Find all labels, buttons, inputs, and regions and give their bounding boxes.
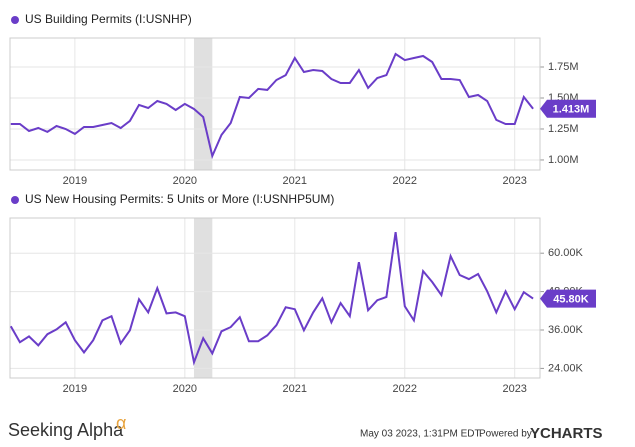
legend-label: US Building Permits (I:USNHP) [25, 12, 192, 26]
x-tick-label: 2021 [283, 383, 307, 395]
provider: YCHARTS [530, 425, 603, 442]
end-label: 1.413M [553, 104, 590, 116]
x-tick-label: 2023 [502, 383, 526, 395]
x-tick-label: 2023 [502, 175, 526, 187]
y-tick-label: 36.00K [548, 324, 584, 336]
plot-frame [9, 217, 541, 379]
legend-marker [11, 16, 19, 24]
powered-by: Powered by [479, 429, 532, 440]
recession-band [193, 218, 213, 378]
brand-mark: α [116, 413, 126, 433]
end-label-box [540, 99, 596, 118]
y-tick-label: 60.00K [548, 247, 584, 259]
recession-band [193, 38, 213, 170]
end-label: 45.80K [553, 294, 589, 306]
line [10, 52, 534, 160]
x-tick-label: 2021 [283, 175, 307, 187]
line [9, 231, 534, 366]
timestamp: May 03 2023, 1:31PM EDT. [360, 429, 482, 440]
brand: Seeking Alpha [8, 420, 124, 440]
x-tick-label: 2020 [173, 383, 197, 395]
end-label-box [540, 289, 596, 308]
plot-frame [9, 37, 541, 171]
x-tick-label: 2020 [173, 175, 197, 187]
x-tick-label: 2022 [393, 175, 417, 187]
y-tick-label: 1.00M [548, 154, 579, 166]
x-tick-label: 2022 [393, 383, 417, 395]
legend-label: US New Housing Permits: 5 Units or More … [25, 192, 334, 206]
y-tick-label: 1.25M [548, 123, 579, 135]
legend-marker [11, 196, 19, 204]
y-tick-label: 24.00K [548, 362, 584, 374]
x-tick-label: 2019 [63, 383, 87, 395]
y-tick-label: 1.75M [548, 61, 579, 73]
x-tick-label: 2019 [63, 175, 87, 187]
